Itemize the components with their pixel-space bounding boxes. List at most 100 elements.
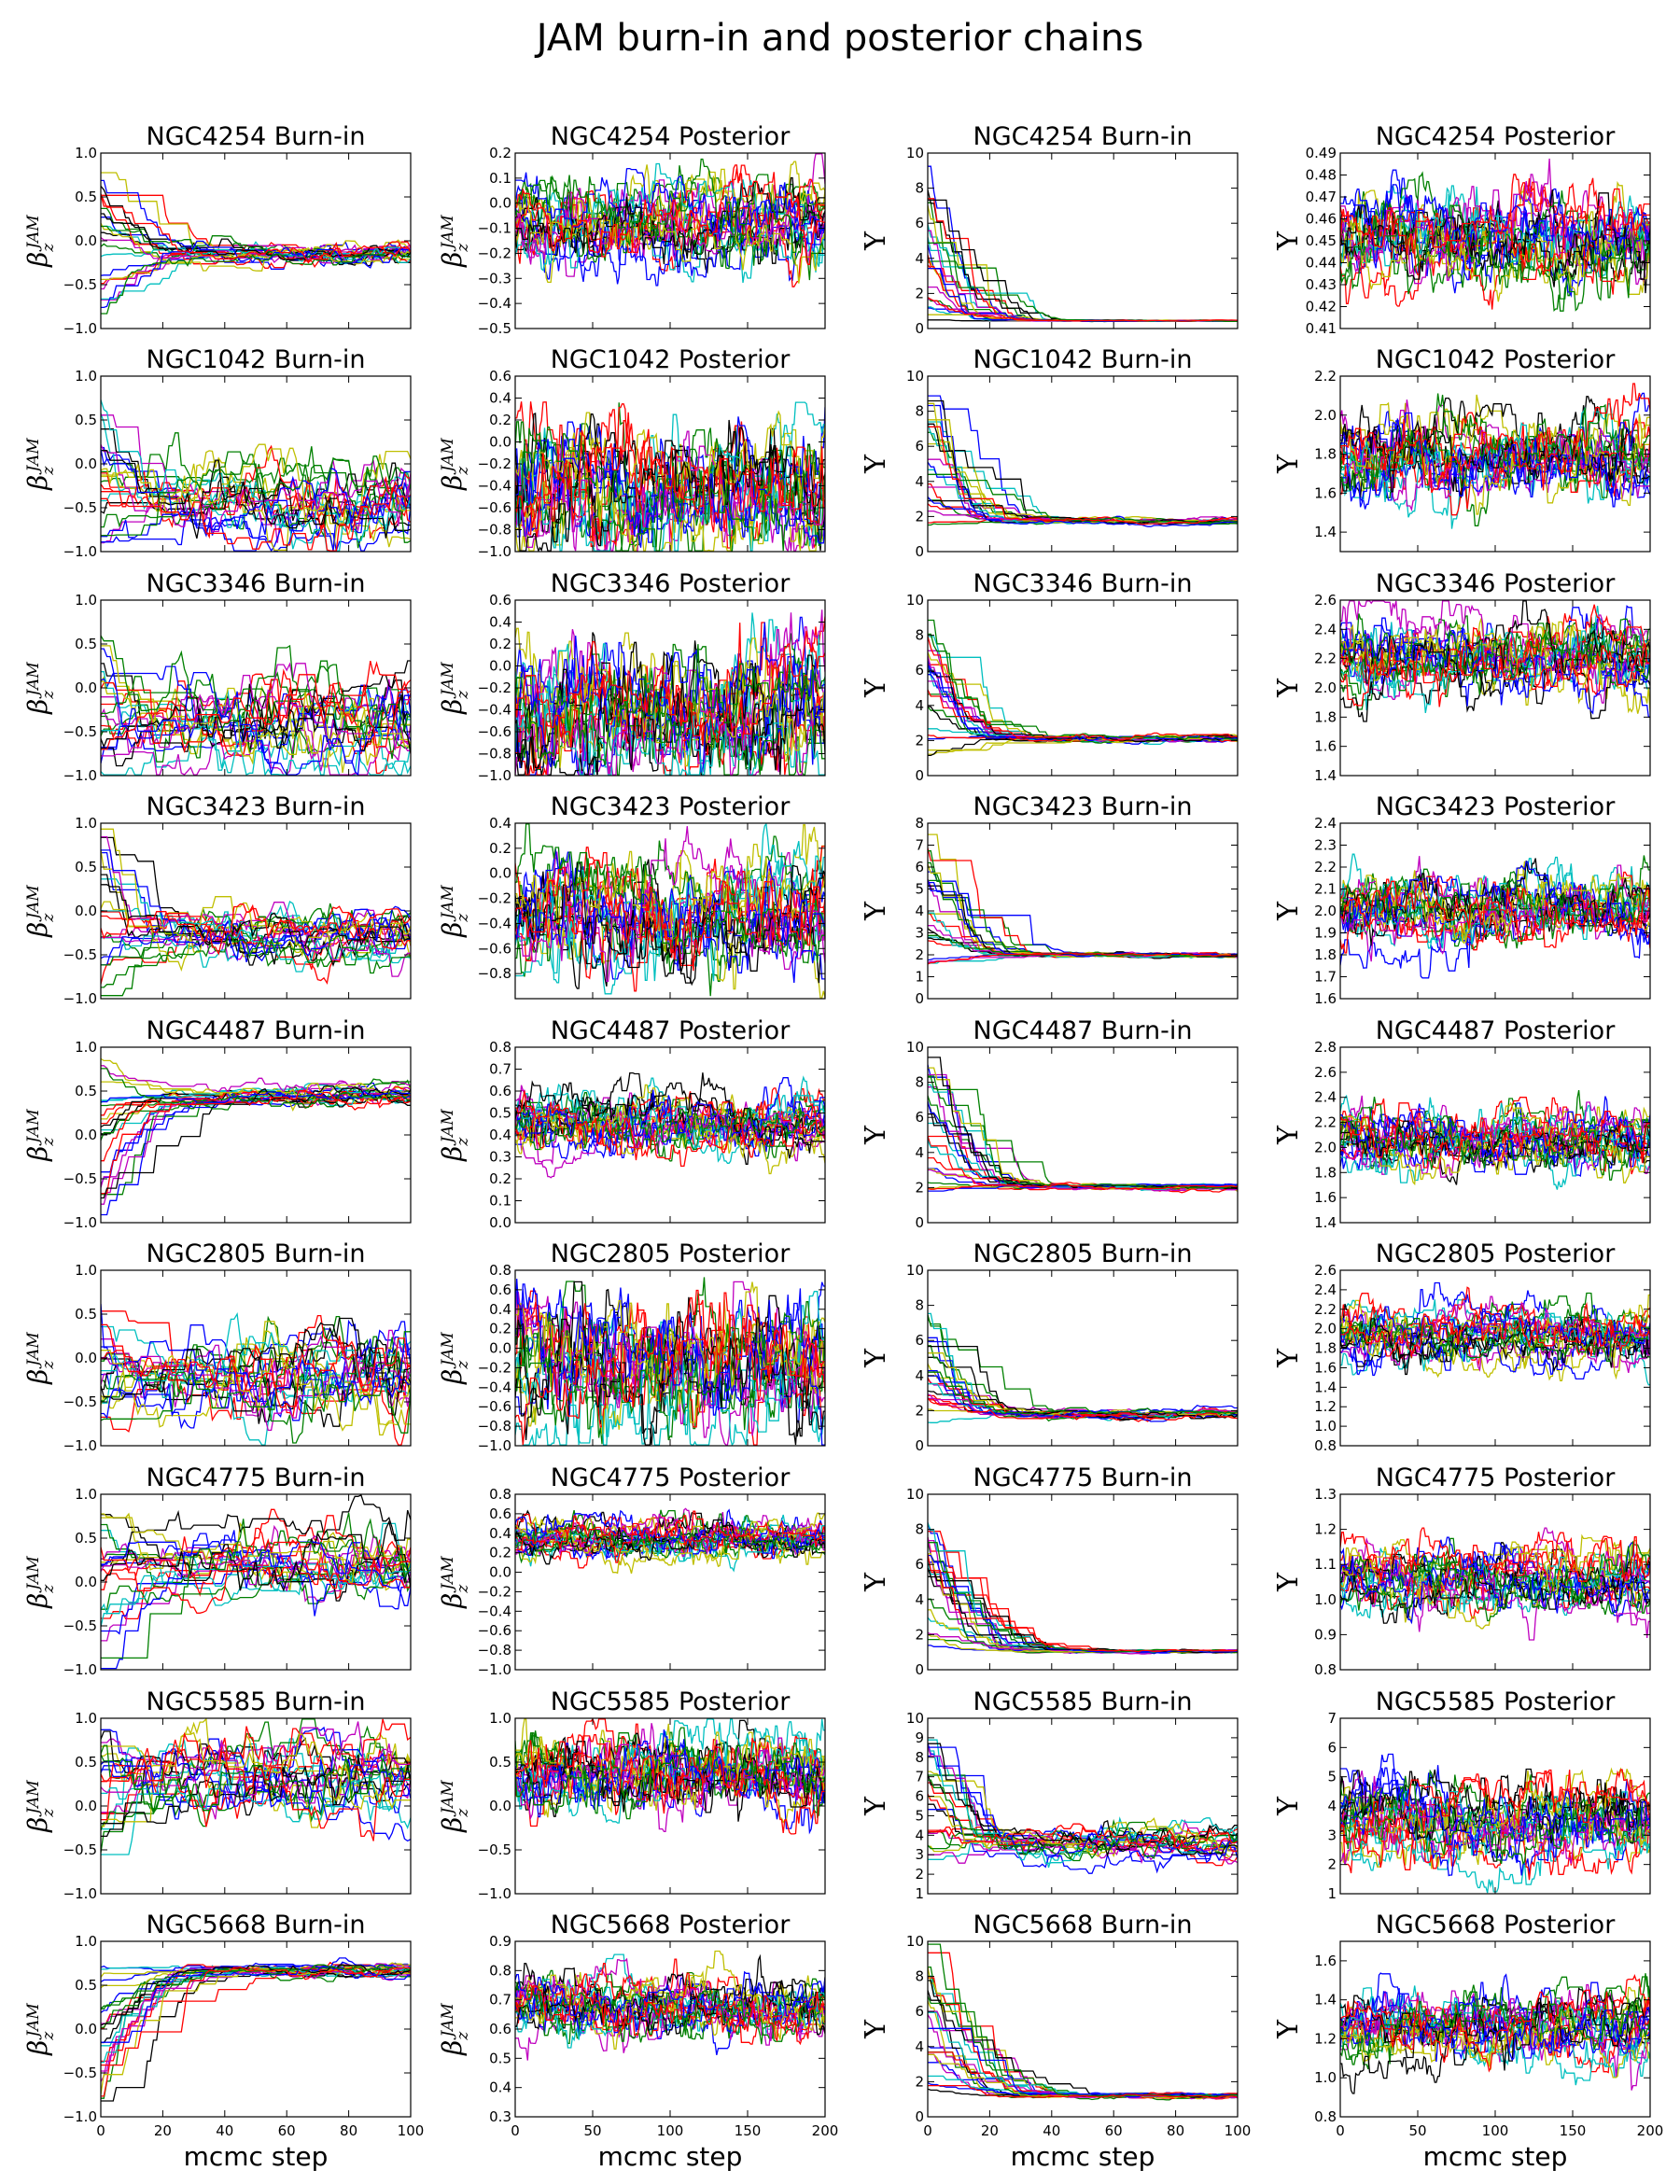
- y-tick-label: −1.0: [478, 1885, 511, 1902]
- panel-29: NGC5585 Burn-in −1.0 −0.5 0.0 0.5 1.0 βzJAM: [22, 1687, 412, 1902]
- walker-chain-22: [101, 1748, 411, 1821]
- panel-25: NGC4775 Burn-in −1.0 −0.5 0.0 0.5 1.0 βzJAM: [22, 1463, 412, 1678]
- walker-chain-8: [928, 165, 1238, 322]
- y-tick-label: 0.5: [75, 1306, 97, 1323]
- y-tick-label: 1.2: [1314, 1521, 1337, 1538]
- walker-chain-18: [928, 1522, 1238, 1653]
- y-tick-label: 8: [915, 180, 924, 197]
- walker-lines: [928, 1057, 1238, 1194]
- panel-title: NGC4775 Posterior: [1376, 1463, 1616, 1492]
- y-tick-label: 0.6: [489, 1505, 511, 1522]
- y-tick-label: 7: [915, 1769, 924, 1785]
- walker-chain-9: [101, 1315, 411, 1390]
- walker-chain-22: [101, 448, 411, 539]
- walker-chain-15: [101, 1539, 411, 1617]
- y-tick-label: 8: [915, 1968, 924, 1985]
- panel-28: NGC4775 Posterior 0.8 0.9 1.0 1.1 1.2 1.3 Υ: [1272, 1463, 1651, 1678]
- walker-chain-5: [928, 2053, 1238, 2098]
- y-tick-label: 0.2: [489, 1545, 511, 1561]
- y-tick-label: 1.8: [1314, 446, 1337, 463]
- walker-chain-24: [515, 164, 825, 265]
- walker-chain-22: [1340, 626, 1650, 718]
- y-tick-label: −0.8: [478, 522, 511, 539]
- walker-chain-23: [101, 1964, 411, 2009]
- walker-chain-19: [515, 430, 825, 549]
- walker-chain-19: [1340, 1299, 1650, 1359]
- walker-chain-12: [928, 230, 1238, 322]
- walker-chain-14: [515, 1963, 825, 2026]
- y-tick-label: 1.0: [75, 1486, 97, 1503]
- walker-chain-18: [101, 1553, 411, 1616]
- y-tick-label: −0.4: [478, 1379, 511, 1395]
- y-tick-label: 1.2: [1314, 1398, 1337, 1415]
- y-tick-label: 4: [915, 1827, 924, 1843]
- walker-chain-22: [101, 1541, 411, 1670]
- y-axis-label-beta: βzJAM: [437, 438, 472, 491]
- y-tick-label: −0.8: [478, 1418, 511, 1435]
- y-axis-label-upsilon: Υ: [860, 454, 892, 474]
- y-tick-label: 0.1: [489, 1193, 511, 1210]
- walker-chain-21: [101, 213, 411, 260]
- y-tick-label: 1.4: [1314, 1992, 1337, 2009]
- walker-chain-16: [101, 1557, 411, 1610]
- panel-title: NGC5585 Burn-in: [973, 1687, 1193, 1716]
- y-tick-label: 1.0: [75, 1933, 97, 1950]
- x-tick-label: 100: [1225, 2122, 1252, 2139]
- walker-chain-17: [101, 1718, 411, 1821]
- walker-chain-3: [101, 194, 411, 259]
- walker-lines: [515, 1071, 825, 1179]
- walker-lines: [101, 1957, 411, 2102]
- panel-7: NGC1042 Burn-in 0 2 4 6 8 10 Υ: [860, 345, 1239, 560]
- walker-chain-18: [101, 1760, 411, 1823]
- panel-title: NGC4775 Burn-in: [147, 1463, 366, 1492]
- y-tick-label: 5: [915, 881, 924, 898]
- y-tick-label: 1.0: [75, 1262, 97, 1279]
- y-tick-label: 4: [915, 1367, 924, 1384]
- y-tick-label: 0.0: [489, 865, 511, 882]
- y-tick-label: −0.5: [63, 1617, 97, 1634]
- y-tick-label: 0.4: [489, 390, 511, 407]
- walker-lines: [928, 1312, 1238, 1423]
- walker-lines: [928, 1943, 1238, 2101]
- y-tick-label: 1.6: [1314, 1189, 1337, 1206]
- walker-chain-23: [1340, 870, 1650, 940]
- y-tick-label: 6: [1327, 1739, 1337, 1756]
- y-tick-label: 0.6: [489, 592, 511, 609]
- x-tick-label: 20: [981, 2122, 999, 2139]
- walker-chain-16: [928, 633, 1238, 744]
- y-tick-label: 0.0: [75, 903, 97, 919]
- y-tick-label: 0.0: [489, 1798, 511, 1814]
- y-tick-label: 1.8: [1314, 1164, 1337, 1181]
- walker-chain-13: [515, 1972, 825, 2051]
- walker-chain-14: [101, 1967, 411, 2102]
- y-tick-label: 0.2: [489, 145, 511, 161]
- walker-chain-9: [101, 432, 411, 549]
- y-axis-label-upsilon: Υ: [1272, 901, 1305, 921]
- y-tick-label: 1: [1327, 1885, 1337, 1902]
- walker-chain-24: [101, 903, 411, 956]
- walker-chain-21: [515, 1953, 825, 2036]
- panel-title: NGC3346 Posterior: [551, 569, 791, 598]
- y-axis-label-upsilon: Υ: [1272, 2019, 1305, 2039]
- walker-lines: [515, 1950, 825, 2061]
- walker-chain-21: [101, 1765, 411, 1825]
- walker-chain-20: [515, 193, 825, 284]
- y-tick-label: 6: [915, 859, 924, 875]
- walker-chain-22: [101, 1343, 411, 1420]
- y-tick-label: 0.2: [489, 636, 511, 652]
- panel-1: NGC4254 Burn-in −1.0 −0.5 0.0 0.5 1.0 βzJAM: [22, 122, 412, 337]
- y-tick-label: 2: [915, 1626, 924, 1643]
- y-tick-label: 1.8: [1314, 1340, 1337, 1357]
- walker-lines: [1340, 158, 1650, 313]
- walker-chain-24: [101, 1089, 411, 1162]
- walker-chain-24: [928, 952, 1238, 965]
- y-tick-label: −0.5: [63, 1393, 97, 1410]
- walker-lines: [515, 609, 825, 776]
- walker-chain-24: [928, 1553, 1238, 1653]
- walker-chain-21: [101, 884, 411, 948]
- y-tick-label: 0.0: [489, 658, 511, 675]
- walker-chain-24: [515, 1289, 825, 1446]
- y-tick-label: 1.6: [1314, 484, 1337, 501]
- walker-chain-24: [928, 1397, 1238, 1421]
- y-tick-label: 1.6: [1314, 990, 1337, 1007]
